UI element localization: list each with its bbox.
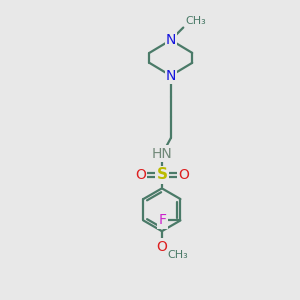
Text: O: O [135, 168, 146, 182]
Text: F: F [159, 213, 167, 227]
Text: HN: HN [152, 147, 172, 160]
Text: O: O [157, 240, 167, 254]
Text: CH₃: CH₃ [167, 250, 188, 260]
Text: S: S [156, 167, 167, 182]
Text: O: O [178, 168, 189, 182]
Text: N: N [166, 33, 176, 47]
Text: N: N [166, 69, 176, 83]
Text: CH₃: CH₃ [186, 16, 206, 26]
